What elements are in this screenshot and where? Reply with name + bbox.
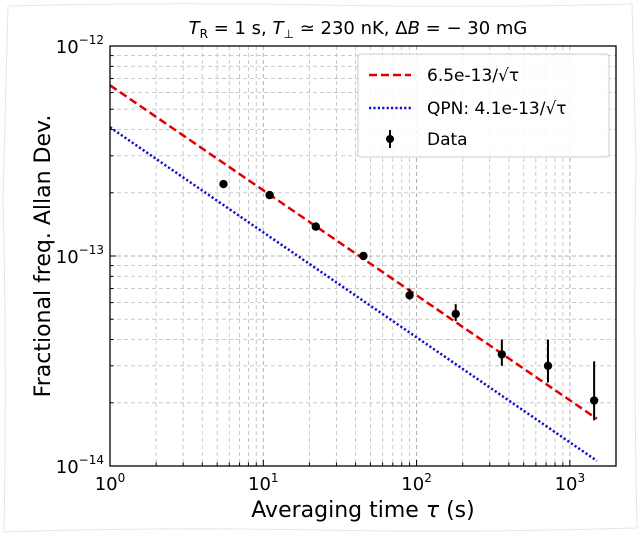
legend: 6.5e-13/√τ QPN: 4.1e-13/√τ Data <box>357 53 610 158</box>
legend-data-marker <box>386 135 394 143</box>
data-point <box>451 309 460 319</box>
legend-box <box>357 53 610 158</box>
x-tick-label: 100 <box>95 471 126 495</box>
y-tick-label: 10−14 <box>56 453 104 478</box>
y-tick-label: 10−12 <box>56 33 104 58</box>
plot-frame <box>109 45 617 467</box>
data-points <box>219 179 599 421</box>
data-point <box>405 291 414 300</box>
x-axis-label: Averaging time τ (s) <box>251 498 474 523</box>
data-point <box>219 179 228 189</box>
data-point <box>265 190 274 200</box>
x-tick-label: 102 <box>401 471 432 495</box>
data-point <box>589 396 599 405</box>
data-point <box>311 222 320 231</box>
fit-lines <box>109 84 598 462</box>
fit-line <box>109 84 598 420</box>
legend-data-label: Data <box>427 130 468 150</box>
y-axis-label: Fractional freq. Allan Dev. <box>31 115 56 398</box>
y-tick-label: 10−13 <box>56 243 104 268</box>
data-point <box>497 350 507 359</box>
x-tick-label: 103 <box>555 471 586 495</box>
qpn-line <box>109 126 598 462</box>
legend-qpn-label: QPN: 4.1e-13/√τ <box>427 99 567 119</box>
data-point <box>543 361 553 371</box>
x-tick-label: 101 <box>248 471 279 495</box>
data-point <box>359 251 368 261</box>
legend-fit-label: 6.5e-13/√τ <box>427 66 519 86</box>
chart-title: TR = 1 s, T⊥ ≃ 230 nK, ΔB = − 30 mG <box>189 18 528 41</box>
